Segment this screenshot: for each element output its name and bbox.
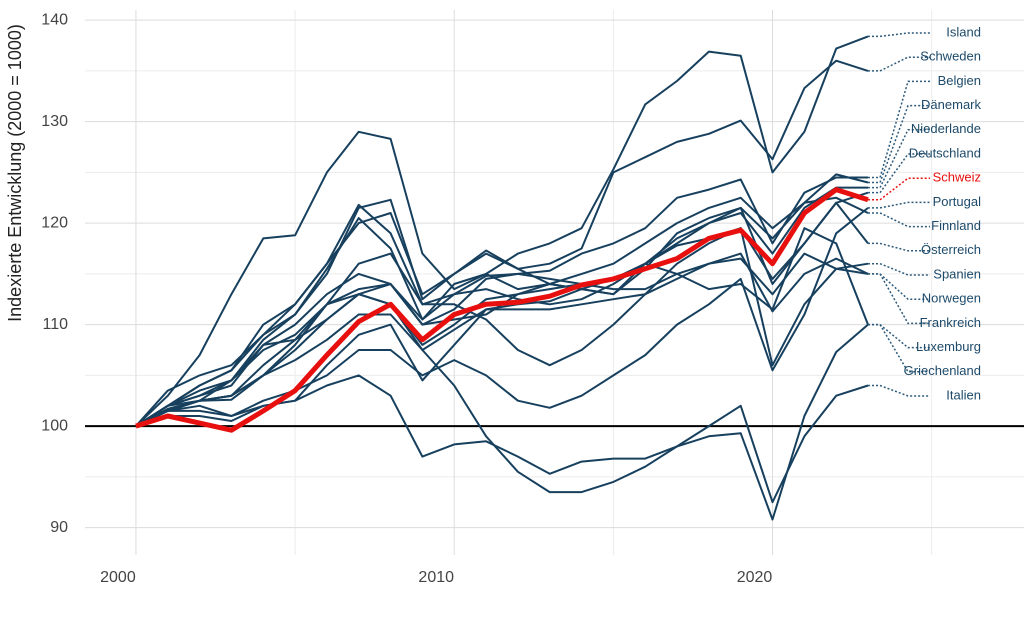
x-tick-label: 2020	[737, 569, 773, 586]
series-line	[135, 187, 869, 433]
leader-line	[868, 262, 931, 276]
y-tick-label: 110	[42, 316, 68, 333]
series-label: Frankreich	[920, 315, 981, 330]
series-label: Finnland	[931, 218, 981, 233]
series-label: Deutschland	[909, 145, 981, 160]
series-line	[135, 293, 869, 521]
y-axis-label: Indexierte Entwicklung (2000 = 1000)	[5, 24, 25, 322]
series-line	[135, 176, 868, 427]
y-tick-label: 100	[41, 417, 68, 434]
y-tick-label: 130	[41, 113, 68, 130]
leader-line	[868, 273, 931, 325]
series-line	[135, 196, 869, 427]
leader-line	[868, 323, 931, 373]
series-line	[135, 59, 869, 427]
leader-line	[868, 212, 931, 228]
series-line	[135, 35, 869, 427]
y-tick-label: 90	[50, 519, 68, 536]
series-line	[135, 374, 869, 504]
series-label: Belgien	[938, 73, 981, 88]
series-label: Österreich	[921, 242, 981, 257]
y-tick-label: 120	[41, 214, 68, 231]
leader-line	[868, 201, 931, 209]
series-line	[135, 252, 869, 427]
x-tick-label: 2000	[100, 569, 136, 586]
series-line	[135, 252, 869, 427]
x-tick-label: 2010	[418, 569, 454, 586]
series-line	[135, 203, 869, 427]
series-line	[135, 207, 869, 428]
y-tick-label: 140	[41, 11, 68, 28]
leader-line	[868, 273, 931, 300]
leader-line	[868, 177, 931, 201]
series-label: Portugal	[933, 194, 982, 209]
series-label: Luxemburg	[916, 339, 981, 354]
series-label: Island	[946, 24, 981, 39]
leader-line	[868, 129, 931, 189]
series-label: Schweden	[920, 49, 981, 64]
series-line	[135, 173, 869, 428]
series-label: Dänemark	[921, 97, 981, 112]
leader-line	[868, 32, 931, 38]
series-label: Niederlande	[911, 121, 981, 136]
series-label: Griechenland	[904, 363, 981, 378]
series-label: Norwegen	[922, 291, 981, 306]
series-label: Spanien	[933, 266, 981, 281]
leader-line	[868, 104, 931, 184]
series-label: Schweiz	[933, 170, 981, 185]
leader-line	[868, 384, 931, 397]
series-label: Italien	[946, 387, 981, 402]
series-line	[135, 217, 869, 427]
